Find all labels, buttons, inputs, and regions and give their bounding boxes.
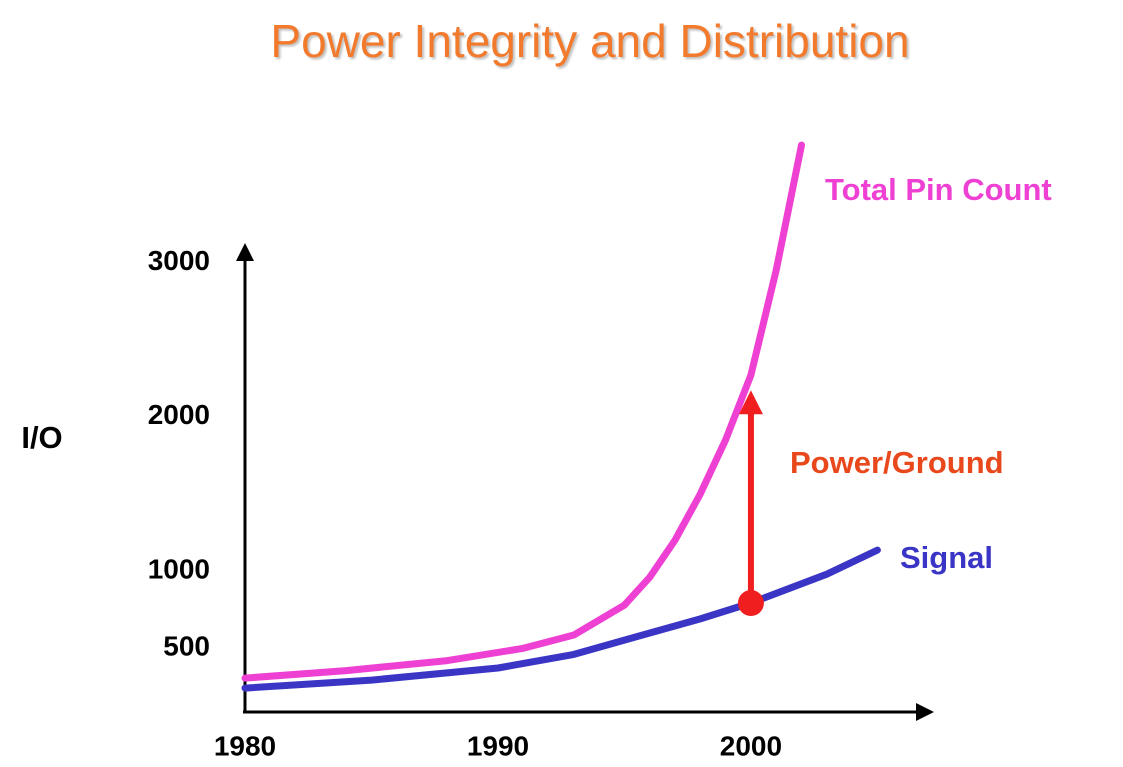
x-tick-label: 1980: [214, 730, 276, 761]
y-tick-label: 3000: [148, 245, 210, 276]
y-tick-label: 1000: [148, 553, 210, 584]
series-line: [241, 141, 805, 682]
y-tick-label: 500: [163, 631, 210, 662]
series-label: Total Pin Count: [825, 172, 1052, 207]
y-tick-label: 2000: [148, 399, 210, 430]
x-tick-label: 2000: [720, 730, 782, 761]
y-axis-label: I/O: [21, 420, 62, 455]
series-label: Signal: [900, 540, 993, 575]
arrow-base-dot: [737, 590, 764, 617]
series-line: [241, 546, 881, 692]
chart-title: Power Integrity and Distribution: [270, 15, 909, 67]
x-tick-label: 1990: [467, 730, 529, 761]
arrow-label: Power/Ground: [790, 445, 1004, 480]
